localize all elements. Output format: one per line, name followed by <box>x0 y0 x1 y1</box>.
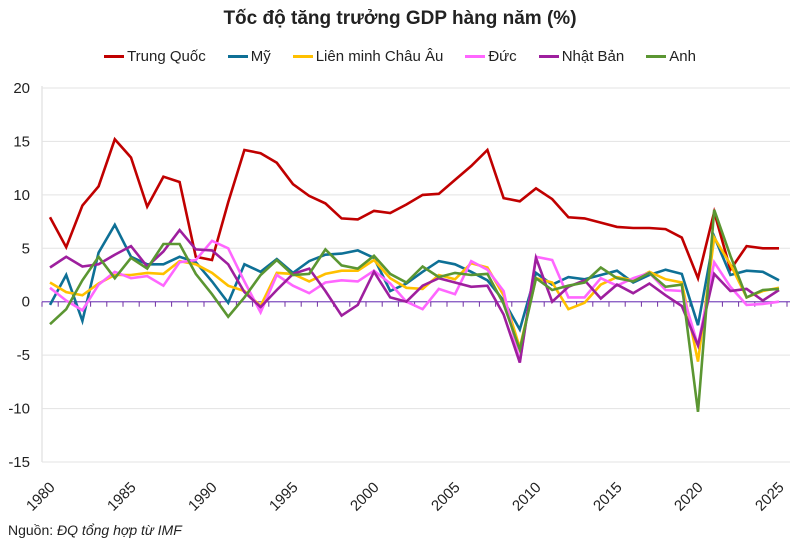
x-tick-label: 2010 <box>509 479 545 515</box>
y-tick-label: 5 <box>22 240 30 257</box>
series-line-nhật-bản <box>49 228 780 364</box>
source-text: ĐQ tổng hợp từ IMF <box>57 522 182 538</box>
chart-title: Tốc độ tăng trưởng GDP hàng năm (%) <box>223 8 577 29</box>
legend: Trung Quốc Mỹ Liên minh Châu Âu Đức Nhật Bản… <box>0 48 800 65</box>
legend-item: Liên minh Châu Âu <box>292 48 444 65</box>
y-tick-label: 20 <box>13 80 30 97</box>
legend-swatch <box>227 55 248 58</box>
y-tick-label: 15 <box>13 133 30 150</box>
x-tick-label: 2000 <box>347 479 383 515</box>
source-label: Nguồn: <box>8 522 54 538</box>
series-line-liên-minh-châu-âu <box>49 233 780 362</box>
y-tick-label: 0 <box>22 294 30 311</box>
legend-item: Mỹ <box>227 48 271 65</box>
legend-label: Đức <box>488 48 517 65</box>
y-tick-label: -15 <box>8 454 30 471</box>
x-tick-label: 1990 <box>185 479 221 515</box>
series-line-mỹ <box>48 222 780 333</box>
y-tick-label: 10 <box>13 187 30 204</box>
legend-label: Trung Quốc <box>127 48 206 65</box>
legend-label: Mỹ <box>250 48 271 65</box>
x-tick-label: 2005 <box>428 479 464 515</box>
legend-swatch <box>465 55 486 58</box>
legend-label: Liên minh Châu Âu <box>315 48 444 65</box>
series-line-trung-quốc <box>48 136 779 283</box>
x-tick-label: 2020 <box>671 479 707 515</box>
y-tick-label: -10 <box>8 401 30 418</box>
legend-item: Anh <box>646 48 696 65</box>
legend-label: Anh <box>669 48 696 65</box>
x-tick-label: 2015 <box>590 479 626 515</box>
y-tick-label: -5 <box>17 347 30 364</box>
legend-swatch <box>646 55 667 58</box>
legend-item: Nhật Bản <box>538 48 625 65</box>
legend-swatch <box>292 55 313 58</box>
x-tick-label: 1980 <box>23 479 59 515</box>
legend-item: Đức <box>465 48 517 65</box>
source-note: Nguồn: ĐQ tổng hợp từ IMF <box>8 522 182 538</box>
legend-item: Trung Quốc <box>104 48 206 65</box>
legend-swatch <box>538 55 559 58</box>
x-tick-label: 1985 <box>104 479 140 515</box>
legend-swatch <box>104 55 125 58</box>
legend-label: Nhật Bản <box>561 48 625 65</box>
x-tick-label: 2025 <box>752 479 788 515</box>
x-tick-label: 1995 <box>266 479 302 515</box>
series-line-anh <box>49 209 780 412</box>
